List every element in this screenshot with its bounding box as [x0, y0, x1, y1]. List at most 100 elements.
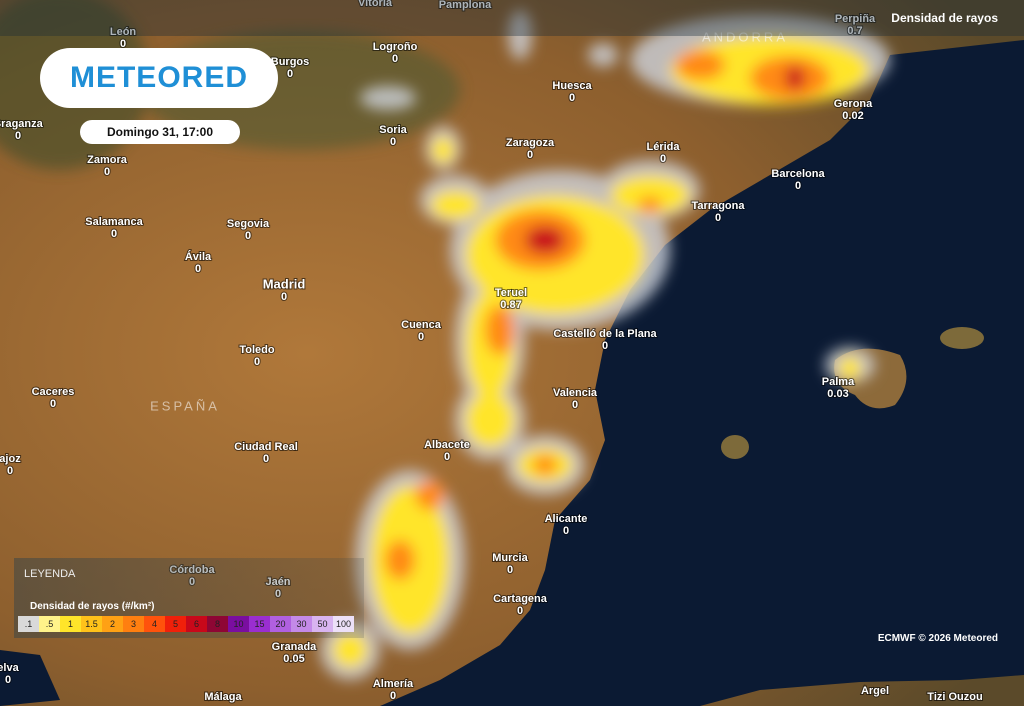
- lightning-field: [320, 10, 890, 680]
- city-value: 0: [444, 451, 450, 463]
- city-name: Lérida: [646, 141, 680, 153]
- city-value: 0: [418, 331, 424, 343]
- city-name: Albacete: [424, 439, 470, 451]
- city-name: Zaragoza: [506, 137, 555, 149]
- city-value: 0: [5, 674, 11, 686]
- legend-swatch: 1.5: [81, 616, 102, 632]
- region-label: ANDORRA: [702, 29, 788, 44]
- city-value: 0: [660, 153, 666, 165]
- legend-swatch: 100: [333, 616, 354, 632]
- city-value: 0: [602, 340, 608, 352]
- city-value: 0: [195, 263, 201, 275]
- logo[interactable]: METEORED: [40, 48, 278, 108]
- city-value: 0: [563, 525, 569, 537]
- city-name: Granada: [272, 641, 318, 653]
- city-name: Zamora: [87, 154, 128, 166]
- date-pill[interactable]: Domingo 31, 17:00: [80, 120, 240, 144]
- city-name: Logroño: [373, 41, 418, 53]
- city-value: 0: [569, 92, 575, 104]
- city-name: Almería: [373, 678, 414, 690]
- city-name: Vitoria: [358, 0, 393, 9]
- city-value: 0: [245, 230, 251, 242]
- city-value: 0.03: [827, 388, 848, 400]
- island-menorca: [940, 327, 984, 349]
- legend-swatch: .1: [18, 616, 39, 632]
- legend-swatch: 5: [165, 616, 186, 632]
- city-value: 0.7: [847, 25, 862, 37]
- legend-swatch: 10: [228, 616, 249, 632]
- city-name: Pamplona: [439, 0, 492, 11]
- city-name: Argel: [861, 685, 889, 697]
- city-name: Soria: [379, 124, 407, 136]
- city-name: ajoz: [0, 453, 21, 465]
- legend: LEYENDA Densidad de rayos (#/km²) .1.5 1 1…: [14, 558, 364, 638]
- city-value: 0: [15, 130, 21, 142]
- city-name: Tarragona: [692, 200, 746, 212]
- city-value: 0: [111, 228, 117, 240]
- city-name: Valencia: [553, 387, 598, 399]
- sea-west: [0, 650, 60, 706]
- city-name: Murcia: [492, 552, 528, 564]
- city-value: 0: [281, 291, 287, 303]
- sea: [380, 40, 1024, 706]
- city-name: Málaga: [204, 691, 242, 703]
- legend-title: Densidad de rayos (#/km²): [30, 601, 155, 612]
- city-value: 0: [104, 166, 110, 178]
- city-value: 0: [507, 564, 513, 576]
- city-name: Toledo: [239, 344, 275, 356]
- legend-swatch: .5: [39, 616, 60, 632]
- city-value: 0: [715, 212, 721, 224]
- city-name: Caceres: [32, 386, 75, 398]
- city-name: León: [110, 26, 137, 38]
- city-value: 0.05: [283, 653, 304, 665]
- city-value: 0: [392, 53, 398, 65]
- city-name: Gerona: [834, 98, 873, 110]
- legend-swatch: 50: [312, 616, 333, 632]
- city-value: 0: [7, 465, 13, 477]
- city-name: Madrid: [263, 276, 306, 291]
- city-value: 0.87: [500, 299, 521, 311]
- city-name: Tizi Ouzou: [927, 691, 982, 703]
- city-name: Cartagena: [493, 593, 548, 605]
- city-value: 0: [50, 398, 56, 410]
- city-name: Cuenca: [401, 319, 442, 331]
- credit: ECMWF © 2026 Meteored: [877, 633, 998, 644]
- region-label: ESPAÑA: [150, 398, 220, 413]
- city-value: 0: [517, 605, 523, 617]
- city-value: 0.02: [842, 110, 863, 122]
- city-name: Salamanca: [85, 216, 143, 228]
- island-ibiza: [721, 435, 749, 459]
- city-name: Alicante: [545, 513, 588, 525]
- legend-swatch: 30: [291, 616, 312, 632]
- city-name: Segovia: [227, 218, 270, 230]
- city-name: Castelló de la Plana: [553, 328, 657, 340]
- legend-swatch: 8: [207, 616, 228, 632]
- city-name: Burgos: [271, 56, 310, 68]
- legend-swatch: 2: [102, 616, 123, 632]
- city-name: Ciudad Real: [234, 441, 298, 453]
- city-name: Huesca: [552, 80, 592, 92]
- city-value: 0: [527, 149, 533, 161]
- city-value: 0: [287, 68, 293, 80]
- city-value: 0: [390, 136, 396, 148]
- legend-swatch: 1: [60, 616, 81, 632]
- city-name: Perpiña: [835, 13, 876, 25]
- city-name: Barcelona: [771, 168, 825, 180]
- layer-name: Densidad de rayos: [891, 11, 998, 25]
- city-value: 0: [572, 399, 578, 411]
- legend-scale: .1.5 1 1.5 2 3 4 5 6 8 10 15 20 30 50 100: [18, 616, 354, 632]
- legend-heading: LEYENDA: [24, 568, 76, 580]
- city-value: 0: [120, 38, 126, 50]
- top-bar: [0, 0, 1024, 36]
- city-name: Palma: [822, 376, 855, 388]
- city-name: Teruel: [495, 287, 527, 299]
- city-name: elva: [0, 662, 20, 674]
- legend-swatch: 15: [249, 616, 270, 632]
- city-name: Ávila: [185, 250, 212, 263]
- city-name: Braganza: [0, 118, 44, 130]
- legend-swatch: 6: [186, 616, 207, 632]
- legend-swatch: 3: [123, 616, 144, 632]
- legend-swatch: 20: [270, 616, 291, 632]
